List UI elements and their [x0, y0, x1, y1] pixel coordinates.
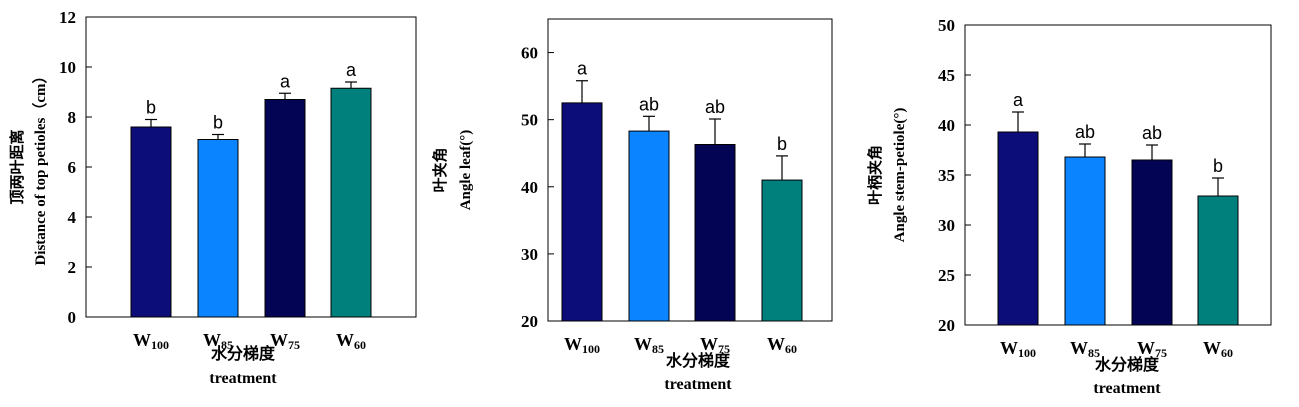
- y-tick-label: 25: [938, 266, 955, 285]
- significance-letter: a: [1013, 90, 1024, 110]
- y-axis-label-cn: 叶夹角: [431, 147, 449, 192]
- bar-W100: [997, 131, 1039, 326]
- y-tick-label: 45: [938, 66, 955, 85]
- x-axis-label-cn: 水分梯度: [666, 351, 731, 370]
- y-tick-label: 8: [68, 108, 77, 127]
- category-label: W60: [336, 330, 366, 352]
- plot-frame: [547, 18, 833, 322]
- significance-letter: ab: [1142, 123, 1162, 143]
- significance-letter: a: [577, 59, 588, 79]
- category-label: W60: [1203, 338, 1233, 360]
- chart-1: 0 2 4 6 8 10 12 顶两叶距离 Distance of top petioles（c…: [8, 8, 417, 387]
- x-axis-label: treatment: [209, 370, 277, 387]
- significance-letter: ab: [1075, 122, 1095, 142]
- chart-3: 20 25 30 35 40 45 50 叶柄夹角 Angle stem-petiole(°) a…: [866, 16, 1272, 397]
- y-axis-label-cn: 顶两叶距离: [8, 129, 26, 204]
- category-label: W75: [270, 330, 300, 352]
- category-label: W85: [203, 330, 233, 352]
- y-tick-label: 40: [521, 178, 538, 197]
- chart-2: 20 30 40 50 60 叶夹角 Angle leaf(°) a W100 ab W85 ab W7…: [431, 18, 833, 393]
- bar-W60: [761, 179, 803, 322]
- y-axis-label: Angle stem-petiole(°): [892, 108, 908, 243]
- significance-letter: b: [146, 98, 156, 118]
- bar-W60: [1197, 195, 1239, 326]
- y-tick-label: 30: [938, 216, 955, 235]
- bar-W100: [130, 126, 172, 318]
- y-tick-label: 30: [521, 245, 538, 264]
- category-label: W100: [133, 330, 169, 352]
- significance-letter: ab: [705, 97, 725, 117]
- y-axis-label-cn: 叶柄夹角: [866, 145, 884, 205]
- x-axis-label: treatment: [1093, 380, 1161, 397]
- category-label: W60: [767, 334, 797, 356]
- bar-W100: [561, 102, 603, 322]
- y-tick-label: 6: [68, 158, 77, 177]
- significance-letter: ab: [639, 94, 659, 114]
- bar-W60: [330, 87, 372, 318]
- y-tick-label: 50: [521, 111, 538, 130]
- significance-letter: b: [1213, 156, 1223, 176]
- y-tick-label: 4: [68, 208, 77, 227]
- bar-W85: [628, 130, 670, 322]
- y-tick-label: 0: [68, 308, 77, 327]
- significance-letter: a: [346, 60, 357, 80]
- category-label: W100: [564, 334, 600, 356]
- x-axis-label: treatment: [664, 376, 732, 393]
- category-label: W85: [634, 334, 664, 356]
- bar-W75: [1131, 159, 1173, 326]
- y-tick-label: 50: [938, 16, 955, 35]
- y-tick-label: 20: [521, 312, 538, 331]
- category-label: W100: [1000, 338, 1036, 360]
- bar-W85: [197, 139, 239, 318]
- bar-W85: [1064, 156, 1106, 326]
- y-tick-label: 20: [938, 316, 955, 335]
- category-label: W75: [700, 334, 730, 356]
- category-label: W85: [1070, 338, 1100, 360]
- x-axis-label-cn: 水分梯度: [211, 344, 276, 363]
- significance-letter: b: [213, 113, 223, 133]
- y-tick-label: 2: [68, 258, 77, 277]
- bar-W75: [694, 143, 736, 322]
- significance-letter: b: [777, 134, 787, 154]
- bar-W75: [264, 99, 306, 318]
- x-axis-label-cn: 水分梯度: [1095, 355, 1160, 374]
- y-tick-label: 60: [521, 44, 538, 63]
- y-axis-label: Distance of top petioles（cm）: [31, 68, 49, 265]
- significance-letter: a: [280, 71, 291, 91]
- category-label: W75: [1137, 338, 1167, 360]
- y-tick-label: 40: [938, 116, 955, 135]
- y-tick-label: 10: [59, 58, 76, 77]
- y-tick-label: 12: [59, 8, 76, 27]
- y-axis-label: Angle leaf(°): [458, 130, 474, 211]
- y-tick-label: 35: [938, 166, 955, 185]
